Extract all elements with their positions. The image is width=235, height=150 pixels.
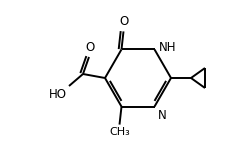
- Text: HO: HO: [49, 88, 67, 101]
- Text: NH: NH: [158, 41, 176, 54]
- Text: CH₃: CH₃: [109, 127, 130, 137]
- Text: O: O: [85, 41, 95, 54]
- Text: N: N: [157, 109, 166, 122]
- Text: O: O: [119, 15, 128, 28]
